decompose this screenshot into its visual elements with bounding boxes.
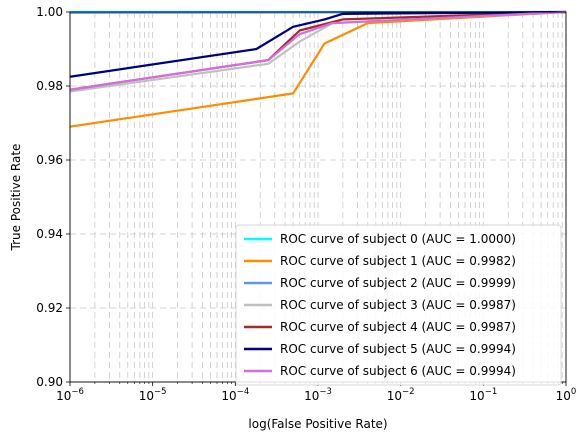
legend-entry-subject-5: ROC curve of subject 5 (AUC = 0.9994) — [280, 342, 516, 356]
x-axis-label: log(False Positive Rate) — [248, 417, 387, 431]
x-tick-label: 10−5 — [139, 387, 167, 403]
y-tick-label: 0.98 — [36, 79, 63, 93]
legend-entry-subject-0: ROC curve of subject 0 (AUC = 1.0000) — [280, 232, 516, 246]
y-tick-label: 1.00 — [36, 5, 63, 19]
axis-ticks: 0.90 0.92 0.94 0.96 0.98 1.00 10−6 10−5 10−4 10−3… — [36, 5, 576, 403]
legend-entry-subject-1: ROC curve of subject 1 (AUC = 0.9982) — [280, 254, 516, 268]
legend-entry-subject-3: ROC curve of subject 3 (AUC = 0.9987) — [280, 298, 516, 312]
x-tick-label: 10−6 — [56, 387, 84, 403]
y-tick-label: 0.92 — [36, 301, 63, 315]
x-tick-label: 10−2 — [387, 387, 415, 403]
series-line-subject-5 — [69, 10, 567, 78]
series-line-subject-6 — [69, 10, 567, 91]
x-tick-label: 10−1 — [469, 387, 497, 403]
legend-box — [235, 224, 562, 386]
y-axis-label: True Positive Rate — [9, 144, 23, 252]
x-tick-label: 10−4 — [221, 387, 249, 403]
y-tick-label: 0.90 — [36, 375, 63, 389]
y-tick-label: 0.96 — [36, 153, 63, 167]
legend-entry-subject-6: ROC curve of subject 6 (AUC = 0.9994) — [280, 364, 516, 378]
series-line-subject-1 — [69, 10, 567, 128]
x-tick-label: 10−3 — [304, 387, 332, 403]
legend-entry-subject-4: ROC curve of subject 4 (AUC = 0.9987) — [280, 320, 516, 334]
x-tick-label: 100 — [556, 387, 577, 403]
y-tick-label: 0.94 — [36, 227, 63, 241]
legend-entry-subject-2: ROC curve of subject 2 (AUC = 0.9999) — [280, 276, 516, 290]
legend: ROC curve of subject 0 (AUC = 1.0000) ROC… — [235, 224, 562, 386]
